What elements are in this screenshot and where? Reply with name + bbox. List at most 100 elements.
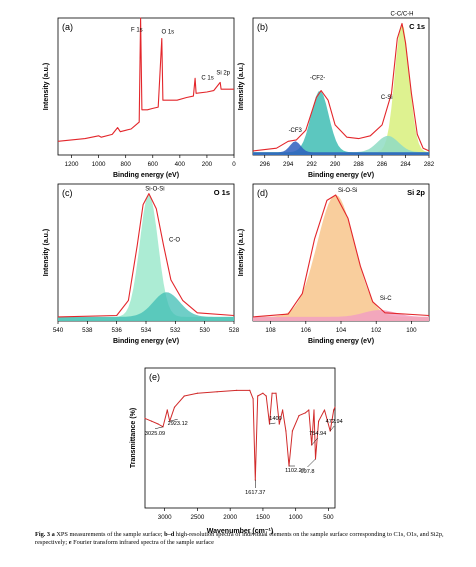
panel-b-x-tick-label: 284 bbox=[400, 161, 411, 168]
panel-d-x-tick-label: 104 bbox=[336, 327, 347, 334]
panel-e-data-point bbox=[271, 392, 273, 394]
panel-a-x-tick-label: 1000 bbox=[92, 161, 106, 168]
panel-a-panel-letter: (a) bbox=[62, 22, 73, 32]
panel-e-data-point bbox=[288, 465, 290, 467]
panel-e-annotation-leader bbox=[169, 418, 178, 422]
panel-c-annotation-label: C-O bbox=[169, 237, 180, 243]
panel-e-data-point bbox=[278, 423, 280, 425]
panel-d-x-tick-label: 100 bbox=[406, 327, 417, 334]
panel-e-data-point bbox=[304, 412, 307, 414]
panel-b-x-tick-label: 288 bbox=[353, 161, 364, 168]
panel-b-annotation-label: C-C/C-H bbox=[391, 11, 414, 17]
panel-b-annotation-label: -CF3 bbox=[289, 128, 303, 134]
panel-e-panel-letter: (e) bbox=[149, 372, 160, 382]
panel-e-data-point bbox=[334, 406, 336, 408]
panel-d-x-tick-label: 102 bbox=[371, 327, 382, 334]
panel-b-x-tick-label: 296 bbox=[260, 161, 271, 168]
panel-e-x-tick-label: 1500 bbox=[256, 514, 270, 521]
caption-part-e: Fourier transform infrared spectra of th… bbox=[71, 539, 214, 547]
panel-e-x-tick-label: 2500 bbox=[191, 514, 205, 521]
panel-d-y-axis-label: Intensity (a.u.) bbox=[238, 229, 245, 276]
panel-b-x-tick-label: 286 bbox=[377, 161, 388, 168]
panel-e-data-point bbox=[313, 409, 315, 411]
panel-b-y-axis-label: Intensity (a.u.) bbox=[238, 63, 245, 110]
panel-e-frame bbox=[144, 367, 336, 509]
panel-b-title: C 1s bbox=[409, 22, 425, 31]
panel-e-data-point bbox=[252, 398, 254, 400]
panel-e-data-point bbox=[262, 392, 264, 394]
panel-b-peak-csi-fill bbox=[253, 135, 429, 155]
panel-e-annotation-label: 472.94 bbox=[326, 419, 343, 425]
caption-part-bd: high-resolution spectra of individual el… bbox=[35, 531, 444, 547]
panel-a-annotation-label: Si 2p bbox=[216, 70, 230, 76]
panel-d-annotation-label: Si-C bbox=[380, 296, 392, 302]
panel-e-data-point bbox=[298, 415, 300, 417]
panel-b-annotation-label: -CF2- bbox=[310, 76, 325, 82]
panel-e-series-line bbox=[144, 389, 336, 481]
panel-a-series-line bbox=[57, 17, 234, 142]
panel-e-data-point bbox=[196, 392, 198, 394]
panel-b-x-axis-label: Binding energy (eV) bbox=[308, 172, 374, 179]
panel-c-x-tick-label: 530 bbox=[200, 327, 211, 334]
panel-c-annotation-label: Si-O-Si bbox=[145, 187, 164, 193]
panel-e-data-point bbox=[308, 409, 310, 411]
panel-e-x-tick-label: 500 bbox=[323, 514, 334, 521]
panel-e-x-tick-label: 3000 bbox=[158, 514, 172, 521]
panel-c-panel-letter: (c) bbox=[62, 188, 73, 198]
panel-e-annotation-leader bbox=[307, 458, 316, 468]
panel-b-panel-letter: (b) bbox=[257, 22, 268, 32]
panel-a-y-axis-label: Intensity (a.u.) bbox=[43, 63, 50, 110]
panel-c-x-tick-label: 528 bbox=[229, 327, 240, 334]
caption-e-letter: e bbox=[68, 539, 72, 547]
panel-d-panel-letter: (d) bbox=[257, 188, 268, 198]
panel-c-y-axis-label: Intensity (a.u.) bbox=[43, 229, 50, 276]
panel-b-annotation-label: C-Si bbox=[381, 95, 393, 101]
panel-e-data-point bbox=[291, 430, 293, 432]
panel-e-data-point bbox=[323, 409, 326, 411]
panel-a-frame bbox=[57, 17, 235, 156]
panel-d-title: Si 2p bbox=[407, 188, 425, 197]
panel-a-x-tick-label: 1200 bbox=[65, 161, 79, 168]
panel-a-x-tick-label: 200 bbox=[202, 161, 213, 168]
panel-e-data-point bbox=[216, 391, 218, 393]
panel-c-x-tick-label: 536 bbox=[112, 327, 123, 334]
panel-e-annotation-leader bbox=[330, 425, 335, 432]
panel-c-peak-siosi-fill bbox=[58, 193, 234, 321]
panel-e-data-point bbox=[275, 392, 277, 394]
panel-e-x-axis-label: Wavenumber (cm⁻¹) bbox=[207, 528, 273, 535]
panel-e-data-point bbox=[249, 389, 251, 391]
panel-b-x-tick-label: 294 bbox=[283, 161, 294, 168]
panel-d-annotation-label: Si-O-Si bbox=[338, 188, 357, 194]
panel-e-annotation-leader bbox=[269, 422, 276, 425]
panel-d-x-axis-label: Binding energy (eV) bbox=[308, 338, 374, 345]
panel-b-series-line bbox=[252, 22, 430, 152]
panel-e-data-point bbox=[282, 409, 284, 411]
caption-part-a: XPS measurements of the sample surface; bbox=[54, 531, 165, 538]
panel-c-x-tick-label: 532 bbox=[170, 327, 181, 334]
panel-e-data-point bbox=[157, 423, 159, 425]
figure-caption: Fig. 3 a XPS measurements of the sample … bbox=[35, 531, 455, 548]
panel-d-x-tick-label: 106 bbox=[301, 327, 312, 334]
panel-e-annotation-label: 697.8 bbox=[300, 469, 314, 475]
panel-e-x-tick-label: 2000 bbox=[223, 514, 237, 521]
panel-e-data-point bbox=[183, 395, 185, 397]
panel-c-peak-co-fill bbox=[58, 292, 234, 321]
panel-e-data-point bbox=[166, 409, 168, 411]
panel-e-data-point bbox=[144, 417, 146, 419]
panel-e-data-point bbox=[173, 406, 176, 408]
panel-c-title: O 1s bbox=[214, 188, 230, 197]
panel-d-peak-siosi-fill bbox=[253, 195, 429, 321]
panel-a-x-tick-label: 600 bbox=[148, 161, 159, 168]
panel-b-peak-cf3-fill bbox=[253, 141, 429, 155]
panel-a-x-tick-label: 0 bbox=[232, 161, 236, 168]
caption-bd-letters: b–d bbox=[164, 531, 175, 538]
panel-a-x-tick-label: 400 bbox=[175, 161, 186, 168]
panel-e-data-point bbox=[333, 409, 335, 411]
panel-c-x-tick-label: 538 bbox=[82, 327, 93, 334]
caption-a-letter: a bbox=[51, 531, 55, 538]
panel-e-annotation-label: 2923.12 bbox=[168, 421, 188, 427]
panel-a-annotation-label: O 1s bbox=[162, 30, 175, 36]
panel-a-annotation-label: F 1s bbox=[131, 27, 143, 33]
panel-e-annotation-label: 1102.27 bbox=[285, 468, 305, 474]
panel-c-x-tick-label: 534 bbox=[141, 327, 152, 334]
